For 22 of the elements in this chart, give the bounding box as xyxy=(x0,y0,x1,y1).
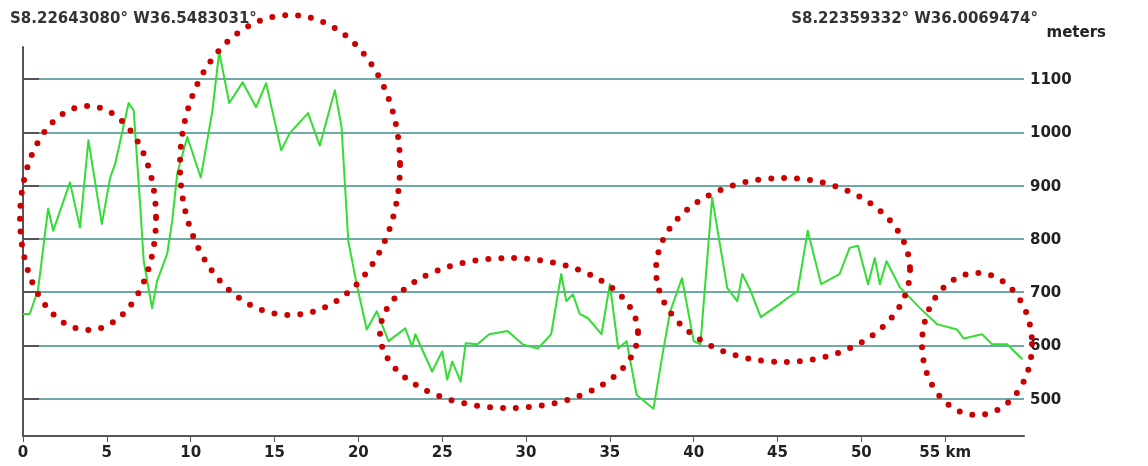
x-tick-label: 55 km xyxy=(919,442,972,461)
x-tick-label: 40 xyxy=(683,442,705,461)
text: S8.22643080° W36.5483031° xyxy=(10,8,257,27)
x-tick-label: 0 xyxy=(17,442,29,461)
y-tick-label: 1100 xyxy=(1030,69,1072,88)
y-tick-label: 1000 xyxy=(1030,123,1072,142)
x-tick-label: 15 xyxy=(264,442,285,461)
x-tick-label: 30 xyxy=(515,442,537,461)
line-series xyxy=(22,50,1024,410)
text: S8.22359332° W36.0069474° xyxy=(791,8,1039,27)
y-axis-title: meters xyxy=(1046,22,1107,41)
x-tick-label: 5 xyxy=(101,442,113,461)
x-tick-label: 25 xyxy=(431,442,453,461)
y-tick-label: 800 xyxy=(1030,229,1062,248)
x-tick-label: 50 xyxy=(850,442,872,461)
x-tick-label: 20 xyxy=(347,442,369,461)
x-tick-label: 10 xyxy=(180,442,202,461)
x-tick-label: 35 xyxy=(599,442,621,461)
y-tick-label: 700 xyxy=(1030,283,1062,302)
y-tick-label: 900 xyxy=(1030,176,1062,195)
y-tick-label: 500 xyxy=(1030,389,1062,408)
x-tick-label: 45 xyxy=(767,442,788,461)
